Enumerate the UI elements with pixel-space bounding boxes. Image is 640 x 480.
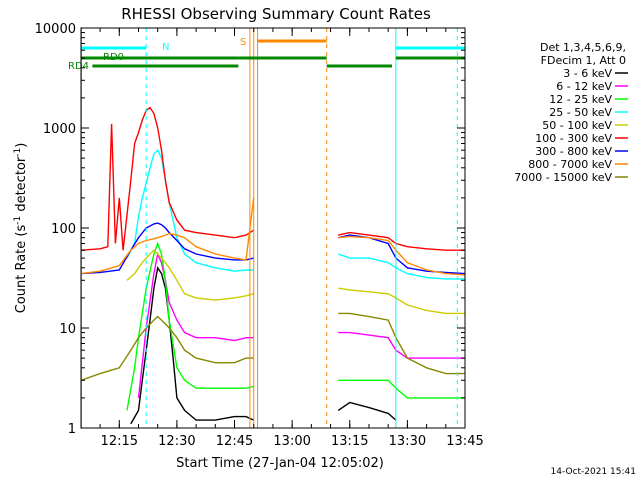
x-tick-label: 12:15: [101, 434, 138, 449]
chart-title: RHESSI Observing Summary Count Rates: [121, 5, 431, 23]
legend-label: 50 - 100 keV: [542, 119, 612, 132]
x-tick-label: 13:00: [273, 434, 310, 449]
x-tick-label: 13:30: [389, 434, 426, 449]
y-axis-label-mid: detector: [14, 156, 29, 216]
legend-label: 300 - 800 keV: [535, 145, 612, 158]
legend-title-line: Det 1,3,4,5,6,9,: [540, 41, 626, 54]
annotation-label-s: S: [240, 37, 246, 48]
legend-label: 800 - 7000 keV: [528, 158, 612, 171]
x-axis-label: Start Time (27-Jan-04 12:05:02): [176, 456, 384, 471]
x-tick-label: 12:45: [216, 434, 253, 449]
y-tick-label: 1000: [43, 122, 76, 137]
legend-label: 100 - 300 keV: [535, 132, 612, 145]
annotation-label-rd0: RD0: [103, 52, 124, 63]
x-tick-label: 13:45: [446, 434, 483, 449]
legend: Det 1,3,4,5,6,9,FDecim 1, Att 03 - 6 keV…: [514, 41, 628, 184]
footer-timestamp: 14-Oct-2021 15:41: [551, 467, 636, 477]
axes: 12:15 12:30 12:45 13:00 13:15 13:30 13:45 1 10 10…: [35, 22, 484, 449]
legend-label: 7000 - 15000 keV: [514, 171, 612, 184]
y-tick-label: 1: [68, 422, 76, 437]
series-line-7: [80, 197, 466, 276]
legend-label: 3 - 6 keV: [563, 67, 612, 80]
x-tick-label: 13:15: [331, 434, 368, 449]
legend-title-line: FDecim 1, Att 0: [541, 54, 626, 67]
annotation-label-rd4: RD4: [68, 61, 89, 72]
series-line-6: [80, 222, 466, 275]
series-lines: [80, 106, 466, 425]
series-line-8: [80, 312, 465, 381]
y-tick-label: 10: [59, 322, 76, 337]
legend-label: 12 - 25 keV: [549, 93, 612, 106]
legend-label: 6 - 12 keV: [556, 80, 612, 93]
series-line-5: [80, 106, 465, 251]
annotation-marks: N RD0 RD4 S: [68, 28, 465, 428]
legend-label: 25 - 50 keV: [549, 106, 612, 119]
y-tick-label: 100: [51, 222, 76, 237]
y-axis-label-sup1: -1: [13, 216, 23, 225]
annotation-label-n: N: [162, 42, 169, 53]
y-tick-label: 10000: [35, 22, 76, 37]
plot-frame: [80, 27, 466, 429]
series-line-4: [126, 249, 465, 315]
y-axis-label: Count Rate (s-1 detector-1): [13, 143, 29, 314]
y-axis-label-sup2: -1: [13, 148, 23, 157]
y-axis-label-end: ): [14, 143, 29, 148]
series-line-3: [126, 149, 465, 280]
x-tick-label: 12:30: [158, 434, 195, 449]
y-axis-label-main: Count Rate (s: [14, 225, 29, 314]
